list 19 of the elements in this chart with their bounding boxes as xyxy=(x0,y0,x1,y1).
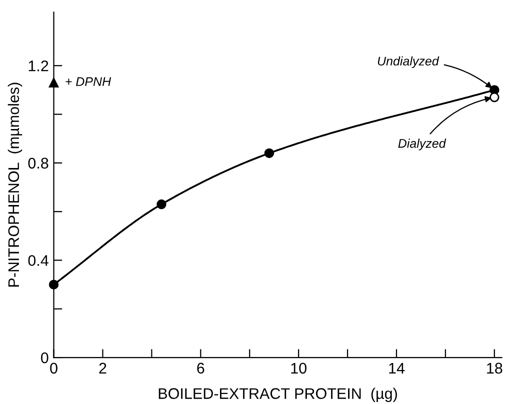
series-label: + DPNH xyxy=(66,77,112,86)
point xyxy=(490,92,500,102)
y-tick-label: 0.4 xyxy=(28,255,48,266)
x-tick-label: 0 xyxy=(50,362,58,374)
x-tick-label: 10 xyxy=(291,362,306,374)
point xyxy=(264,148,274,158)
x-tick-label: 6 xyxy=(197,362,204,374)
x-tick-label: 18 xyxy=(487,362,502,374)
y-tick-label: 1.2 xyxy=(28,60,48,72)
point xyxy=(48,78,59,88)
y-axis-title: P-NITROPHENOL (mµmoles) xyxy=(8,82,22,287)
annotation: Undialyzed xyxy=(378,56,440,68)
y-tick-label: 0 xyxy=(41,352,48,364)
x-axis-title: BOILED-EXTRACT PROTEIN (µg) xyxy=(158,388,397,402)
y-tick-label: 0.8 xyxy=(28,158,48,169)
x-tick-label: 2 xyxy=(99,362,106,374)
x-tick-label: 14 xyxy=(389,362,405,374)
point xyxy=(156,199,166,210)
annotation: Dialyzed xyxy=(398,138,446,150)
